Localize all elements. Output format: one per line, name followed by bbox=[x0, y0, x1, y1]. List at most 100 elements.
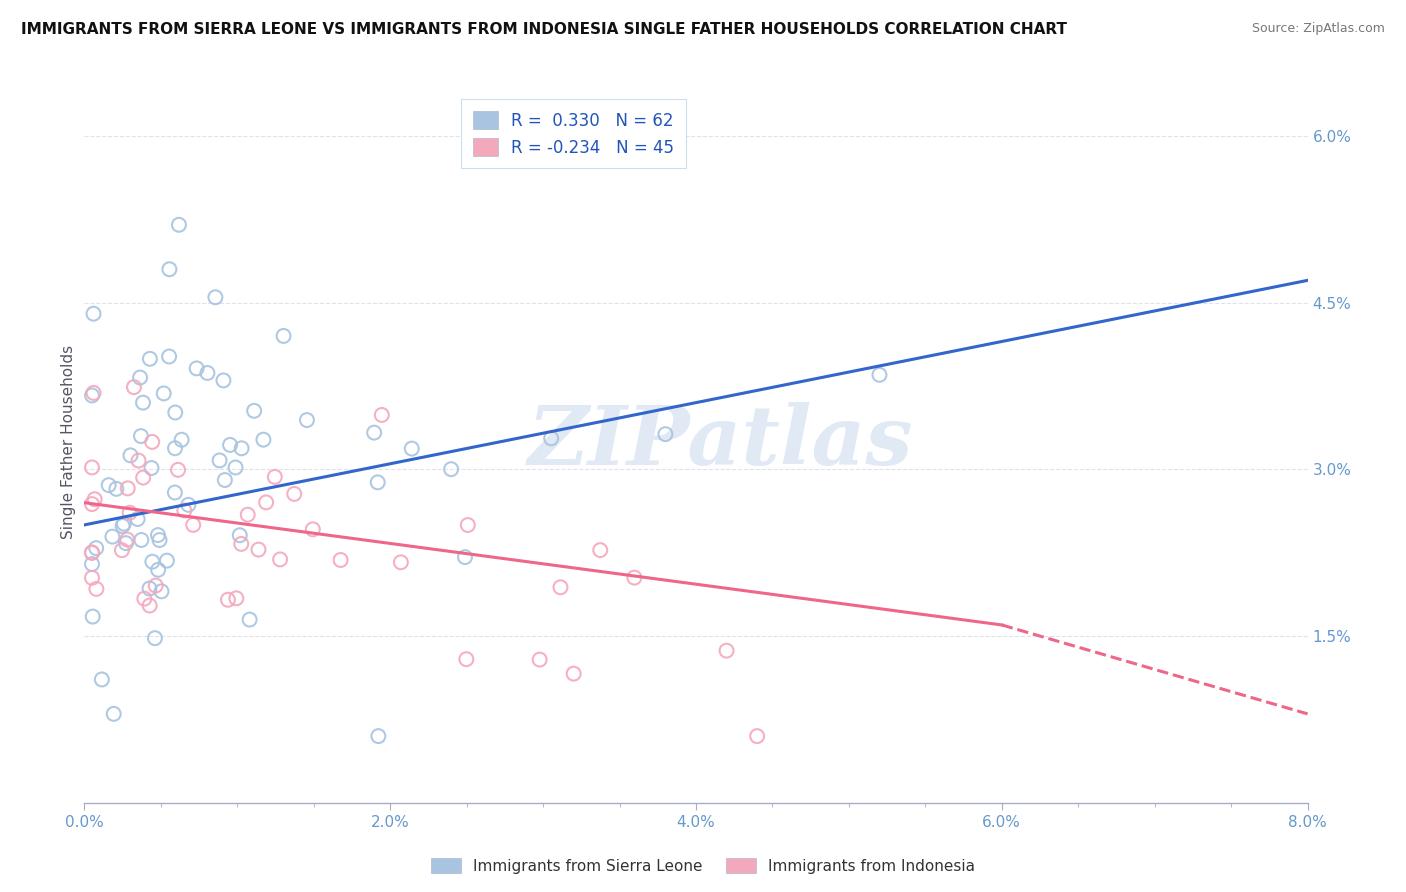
Point bbox=[138, 599, 160, 613]
Point bbox=[177, 498, 200, 512]
Point bbox=[440, 462, 463, 476]
Point bbox=[115, 536, 138, 550]
Point bbox=[132, 470, 155, 484]
Point bbox=[231, 442, 253, 456]
Point bbox=[247, 542, 270, 557]
Text: Source: ZipAtlas.com: Source: ZipAtlas.com bbox=[1251, 22, 1385, 36]
Point bbox=[254, 495, 277, 509]
Point bbox=[129, 370, 152, 384]
Point bbox=[204, 290, 226, 304]
Point bbox=[83, 492, 105, 507]
Point bbox=[562, 666, 585, 681]
Point bbox=[138, 582, 160, 596]
Point bbox=[173, 503, 195, 517]
Point bbox=[150, 584, 173, 599]
Point bbox=[229, 528, 252, 542]
Point bbox=[117, 481, 139, 495]
Point bbox=[132, 395, 155, 409]
Point bbox=[371, 408, 394, 422]
Point bbox=[273, 329, 295, 343]
Point bbox=[401, 442, 423, 456]
Point bbox=[869, 368, 891, 382]
Point bbox=[90, 673, 112, 687]
Point bbox=[146, 528, 169, 542]
Point bbox=[141, 461, 163, 475]
Point bbox=[208, 453, 231, 467]
Point bbox=[239, 613, 262, 627]
Point bbox=[83, 307, 105, 321]
Point bbox=[363, 425, 385, 440]
Point bbox=[118, 506, 141, 520]
Point bbox=[163, 442, 186, 456]
Point bbox=[295, 413, 318, 427]
Point bbox=[367, 729, 389, 743]
Point bbox=[243, 404, 266, 418]
Point bbox=[252, 433, 274, 447]
Point bbox=[82, 609, 104, 624]
Point bbox=[170, 433, 193, 447]
Point bbox=[141, 434, 163, 449]
Point bbox=[146, 563, 169, 577]
Point bbox=[127, 512, 149, 526]
Point bbox=[550, 580, 572, 594]
Point bbox=[139, 351, 162, 366]
Point bbox=[329, 553, 352, 567]
Point bbox=[80, 545, 103, 559]
Point bbox=[181, 517, 204, 532]
Point bbox=[654, 427, 676, 442]
Point bbox=[219, 438, 242, 452]
Point bbox=[529, 652, 551, 666]
Point bbox=[212, 373, 235, 387]
Point bbox=[111, 543, 134, 558]
Point bbox=[217, 592, 239, 607]
Point bbox=[134, 591, 156, 606]
Point bbox=[80, 388, 103, 402]
Point bbox=[120, 448, 142, 462]
Point bbox=[263, 470, 285, 484]
Point bbox=[716, 643, 738, 657]
Point bbox=[112, 516, 135, 531]
Point bbox=[167, 463, 190, 477]
Point bbox=[101, 530, 124, 544]
Point bbox=[84, 541, 107, 555]
Point bbox=[747, 729, 769, 743]
Point bbox=[454, 550, 477, 565]
Point bbox=[143, 631, 166, 645]
Point bbox=[80, 571, 103, 585]
Point bbox=[456, 652, 478, 666]
Point bbox=[129, 429, 152, 443]
Point bbox=[502, 151, 524, 165]
Point bbox=[103, 706, 125, 721]
Point bbox=[156, 554, 179, 568]
Point bbox=[80, 497, 103, 511]
Point bbox=[105, 482, 128, 496]
Point bbox=[115, 533, 138, 547]
Point bbox=[86, 582, 108, 596]
Point bbox=[186, 361, 208, 376]
Point bbox=[157, 350, 180, 364]
Point bbox=[214, 473, 236, 487]
Point bbox=[623, 571, 645, 585]
Legend: Immigrants from Sierra Leone, Immigrants from Indonesia: Immigrants from Sierra Leone, Immigrants… bbox=[425, 852, 981, 880]
Point bbox=[283, 487, 305, 501]
Point bbox=[145, 578, 167, 592]
Point bbox=[131, 533, 153, 547]
Point bbox=[165, 405, 187, 419]
Point bbox=[163, 485, 186, 500]
Point bbox=[225, 460, 247, 475]
Point bbox=[457, 518, 479, 533]
Point bbox=[589, 543, 612, 558]
Point bbox=[141, 555, 163, 569]
Text: ZIPatlas: ZIPatlas bbox=[527, 401, 912, 482]
Point bbox=[540, 431, 562, 445]
Point bbox=[80, 557, 103, 571]
Point bbox=[148, 533, 170, 547]
Point bbox=[80, 546, 103, 560]
Point bbox=[167, 218, 190, 232]
Legend: R =  0.330   N = 62, R = -0.234   N = 45: R = 0.330 N = 62, R = -0.234 N = 45 bbox=[461, 99, 686, 169]
Point bbox=[122, 380, 145, 394]
Point bbox=[97, 478, 120, 492]
Point bbox=[197, 366, 219, 380]
Point bbox=[128, 453, 150, 467]
Text: IMMIGRANTS FROM SIERRA LEONE VS IMMIGRANTS FROM INDONESIA SINGLE FATHER HOUSEHOL: IMMIGRANTS FROM SIERRA LEONE VS IMMIGRAN… bbox=[21, 22, 1067, 37]
